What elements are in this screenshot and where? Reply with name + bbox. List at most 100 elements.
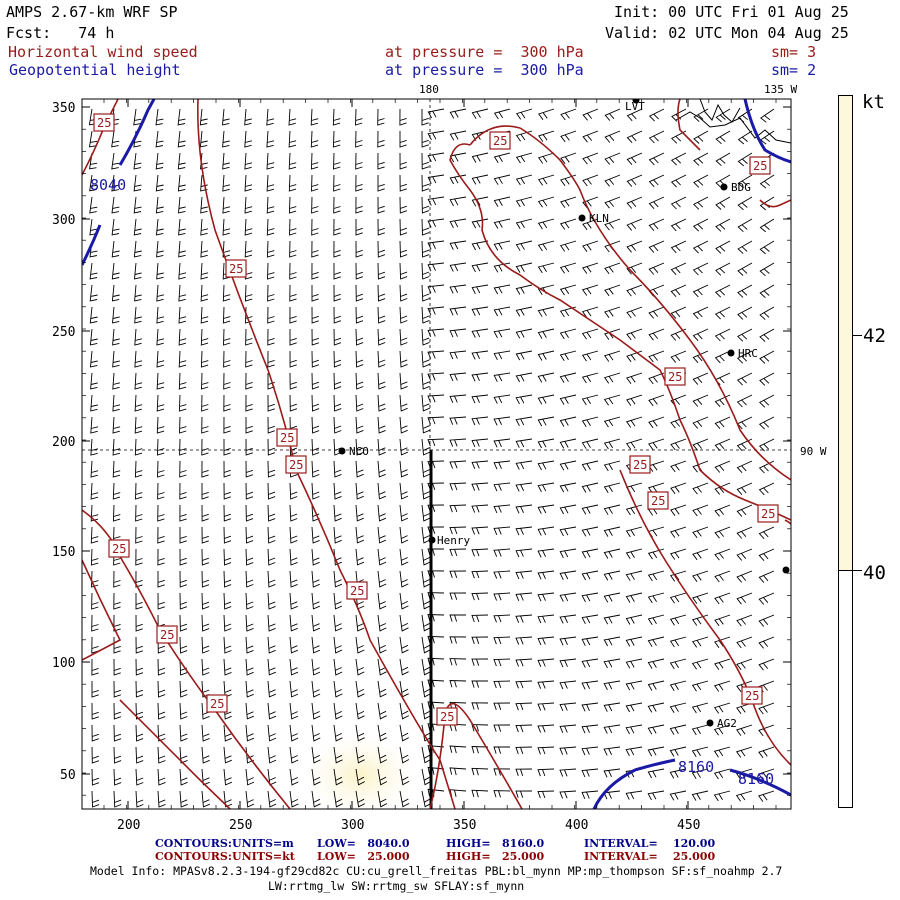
wind-barb: [177, 108, 186, 126]
wind-barb: [693, 174, 709, 188]
wind-barb: [625, 746, 643, 757]
wind-barb: [201, 372, 209, 390]
wind-barb: [515, 526, 533, 536]
wind-barb: [111, 174, 120, 192]
wind-barb: [289, 329, 297, 346]
wind-barb: [421, 504, 431, 522]
wind-barb: [715, 152, 731, 167]
wind-barb: [223, 504, 232, 522]
wind-barb: [289, 372, 297, 390]
footer-contours-label: CONTOURS:: [155, 837, 232, 850]
wind-barb: [399, 131, 407, 148]
wind-barb: [135, 724, 144, 742]
wind-barb: [267, 790, 277, 808]
wind-barb: [289, 592, 298, 610]
wind-barb: [581, 614, 599, 625]
wind-barb: [670, 196, 687, 210]
wind-barb: [135, 658, 144, 676]
wind-barb: [471, 284, 489, 295]
wind-barb: [399, 570, 409, 588]
wind-barb: [156, 328, 165, 346]
wind-barb: [90, 394, 99, 412]
wind-barb: [355, 416, 364, 434]
wind-barb: [427, 657, 445, 666]
wind-barb: [714, 416, 731, 429]
wind-barb: [736, 658, 753, 671]
wind-barb: [559, 262, 577, 274]
wind-barb: [759, 240, 775, 255]
wind-speed-contours: [82, 99, 791, 809]
wind-barb: [581, 306, 599, 318]
wind-barb: [112, 460, 121, 478]
wind-barb: [245, 790, 255, 808]
wind-barb: [201, 438, 209, 456]
wind-barb: [604, 196, 621, 209]
wind-barb: [625, 592, 643, 603]
wind-barb: [471, 174, 489, 185]
wind-barb: [311, 262, 319, 280]
wind-barb: [289, 306, 297, 324]
svg-text:25: 25: [229, 262, 243, 276]
wind-barb: [559, 592, 577, 602]
wind-barb: [288, 130, 297, 148]
wind-barb: [111, 262, 120, 280]
wind-barb: [515, 350, 533, 361]
wind-barb: [515, 262, 533, 273]
wind-barb: [559, 240, 577, 252]
wind-barb: [245, 350, 253, 368]
wind-barb: [648, 174, 665, 188]
wind-barb: [670, 306, 687, 319]
wind-barb: [377, 284, 386, 302]
wind-barb: [759, 130, 775, 145]
wind-barb: [266, 130, 275, 148]
wind-barb: [155, 152, 164, 170]
wind-barb: [135, 790, 144, 808]
wind-barb: [355, 702, 365, 720]
wind-barb: [421, 460, 431, 478]
wind-barb: [266, 218, 275, 236]
wind-barb: [669, 724, 687, 735]
wind-barb: [245, 768, 255, 786]
wind-barb: [91, 614, 99, 632]
wind-barb: [90, 482, 99, 500]
wind-barb: [581, 768, 599, 778]
y-tick-label: 150: [52, 545, 75, 560]
wind-barb: [157, 702, 166, 720]
wind-barb: [244, 218, 253, 236]
station-dot: [578, 214, 586, 222]
wind-barb: [471, 394, 489, 404]
wind-barb: [377, 416, 386, 434]
wind-barb: [691, 702, 709, 714]
wind-barb: [647, 592, 665, 604]
wind-barb: [648, 328, 665, 341]
wind-barb: [267, 416, 275, 434]
wind-barb: [377, 702, 387, 720]
wind-barb: [560, 130, 577, 143]
field2-level: at pressure = 300 hPa: [385, 61, 584, 79]
wind-barb: [267, 658, 276, 676]
wind-barb: [515, 790, 533, 798]
wind-barb: [289, 526, 298, 544]
wind-barb: [493, 108, 511, 120]
footer-high: HIGH= 25.000: [446, 850, 545, 863]
wind-barb-field: [88, 108, 775, 808]
wind-barb: [221, 108, 230, 126]
wind-barb: [759, 174, 775, 189]
height-label: 8160: [678, 758, 714, 776]
svg-text:25: 25: [668, 370, 682, 384]
wind-barb: [559, 504, 577, 515]
wind-barb: [399, 416, 408, 434]
wind-barb: [691, 746, 709, 758]
wind-barb: [266, 108, 275, 126]
wind-barb: [493, 526, 511, 535]
wind-barb: [604, 284, 621, 297]
wind-barb: [333, 372, 342, 390]
wind-barb: [603, 680, 621, 691]
wind-barb: [604, 262, 621, 275]
wind-barb: [377, 306, 386, 324]
wind-barb: [515, 460, 533, 470]
wind-barb: [200, 306, 209, 324]
wind-barb: [157, 768, 166, 786]
wind-barb: [692, 372, 709, 385]
wind-barb: [515, 306, 533, 317]
